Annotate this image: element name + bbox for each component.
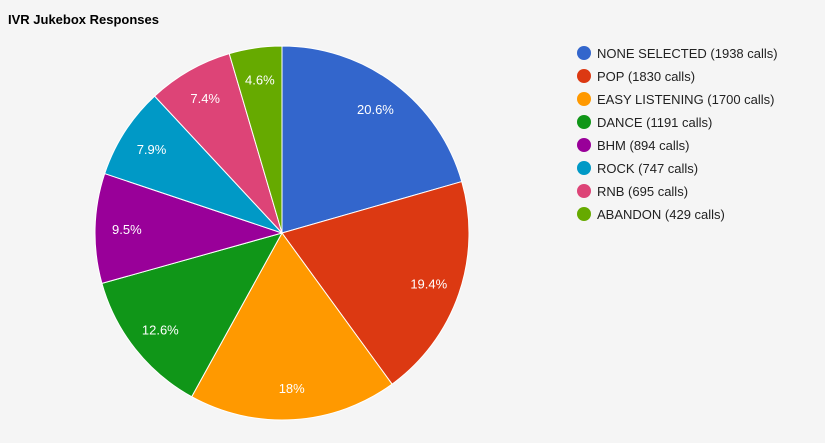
legend-swatch (577, 138, 591, 152)
legend-swatch (577, 69, 591, 83)
slice-percent-label: 7.9% (137, 142, 167, 157)
legend-swatch (577, 46, 591, 60)
slice-percent-label: 19.4% (410, 276, 447, 291)
slice-percent-label: 12.6% (142, 322, 179, 337)
legend-item[interactable]: ABANDON (429 calls) (597, 207, 725, 222)
legend-swatch (577, 115, 591, 129)
legend-item[interactable]: RNB (695 calls) (597, 184, 688, 199)
slice-percent-label: 18% (279, 381, 305, 396)
pie-slice-easy-listening[interactable] (191, 232, 393, 421)
legend-swatch (577, 161, 591, 175)
legend-item[interactable]: ROCK (747 calls) (597, 161, 698, 176)
legend-swatch (577, 92, 591, 106)
legend-item[interactable]: NONE SELECTED (1938 calls) (597, 46, 778, 61)
pie-slice-bhm[interactable] (94, 172, 284, 284)
legend-item[interactable]: DANCE (1191 calls) (597, 115, 712, 130)
slice-percent-label: 20.6% (357, 102, 394, 117)
slice-percent-label: 9.5% (112, 222, 142, 237)
pie-slice-none-selected[interactable] (281, 45, 463, 234)
chart-title: IVR Jukebox Responses (8, 12, 159, 27)
pie-slice-pop[interactable] (281, 180, 470, 385)
legend-swatch (577, 184, 591, 198)
pie-slice-rock[interactable] (104, 95, 283, 234)
slice-percent-label: 4.6% (245, 72, 275, 87)
legend-item[interactable]: BHM (894 calls) (597, 138, 689, 153)
pie-slice-dance[interactable] (101, 232, 284, 398)
legend-item[interactable]: POP (1830 calls) (597, 69, 695, 84)
legend-swatch (577, 207, 591, 221)
slice-percent-label: 7.4% (190, 91, 220, 106)
legend-item[interactable]: EASY LISTENING (1700 calls) (597, 92, 775, 107)
pie-slice-abandon[interactable] (228, 45, 283, 234)
legend: NONE SELECTED (1938 calls) POP (1830 call… (577, 46, 778, 222)
